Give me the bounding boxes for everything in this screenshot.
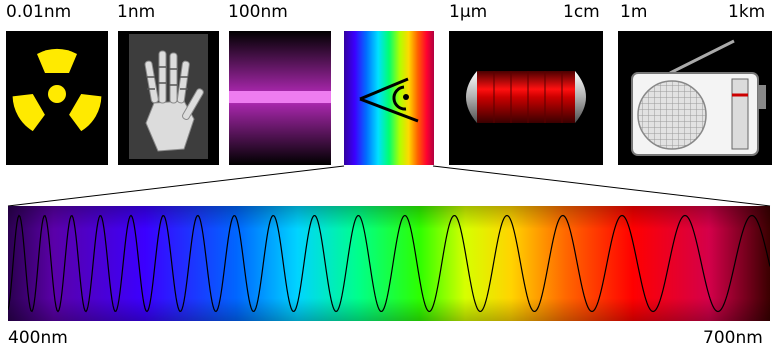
xray-finger-3	[169, 52, 178, 104]
tube-cap-right	[575, 71, 586, 123]
label-1km: 1km	[728, 2, 766, 22]
tube-body	[477, 71, 575, 123]
xray-hand-icon	[118, 31, 219, 165]
xray-finger-2	[158, 50, 167, 104]
eye-pupil	[403, 94, 409, 100]
xray-panel	[118, 31, 219, 165]
label-1um: 1μm	[449, 2, 488, 22]
tube-cap-left	[466, 71, 477, 123]
radiation-blade-top	[37, 48, 77, 73]
eye-upper-lid	[359, 77, 409, 101]
radiation-blade-left	[12, 94, 45, 132]
wave-chart	[8, 206, 770, 321]
xray-thumb	[182, 88, 204, 120]
radiation-blade-right	[69, 94, 102, 132]
radio-knob	[758, 85, 766, 109]
uv-lamp-bar	[229, 91, 331, 103]
spectrum-shading	[8, 206, 770, 321]
xray-finger-1	[144, 60, 159, 104]
microwave-tube-icon	[449, 31, 603, 165]
ultraviolet-lamp-icon	[229, 31, 331, 165]
radio-icon	[618, 31, 772, 165]
label-400nm: 400nm	[8, 328, 68, 348]
eye-iris	[392, 85, 407, 111]
radiation-icon	[6, 31, 108, 165]
ultraviolet-panel	[229, 31, 331, 165]
light-wave	[8, 214, 770, 313]
eye-lower-lid	[359, 97, 419, 123]
label-1cm: 1cm	[563, 2, 600, 22]
radio-speaker-grill	[637, 80, 707, 150]
xray-finger-4	[176, 60, 190, 104]
label-100nm: 100nm	[228, 2, 288, 22]
eye-icon	[344, 31, 434, 165]
radiation-center	[48, 85, 66, 103]
label-1nm: 1nm	[117, 2, 156, 22]
gamma-ray-panel	[6, 31, 108, 165]
radio-tuner	[731, 78, 749, 150]
visible-spectrum-strip	[8, 206, 770, 321]
label-0.01nm: 0.01nm	[6, 2, 72, 22]
label-700nm: 700nm	[703, 328, 763, 348]
radio-panel	[618, 31, 772, 165]
infrared-panel	[449, 31, 603, 165]
visible-panel	[344, 31, 434, 165]
label-1m: 1m	[620, 2, 648, 22]
radio-antenna	[669, 39, 735, 75]
